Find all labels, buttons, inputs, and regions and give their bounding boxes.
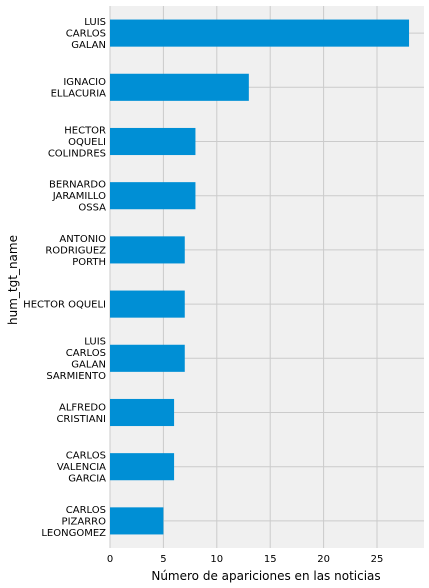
x-tick-labels: 0 5 10 15 20 25 xyxy=(107,554,384,565)
x-tick-label: 5 xyxy=(160,554,166,565)
y-tick-label: ALFREDO CRISTIANI xyxy=(56,402,106,425)
bar xyxy=(110,398,175,427)
bar xyxy=(110,182,196,210)
bar xyxy=(110,73,249,101)
y-tick-label: CARLOS PIZARRO LEONGOMEZ xyxy=(41,505,106,539)
y-tick-label: HECTOR OQUELI xyxy=(23,300,106,311)
y-tick-label: CARLOS VALENCIA GARCIA xyxy=(57,451,106,485)
y-tick-labels: LUIS CARLOS GALAN IGNACIO ELLACURIA HECTOR OQU… xyxy=(23,17,106,539)
bar xyxy=(110,453,175,481)
x-tick-label: 20 xyxy=(317,554,330,565)
bar xyxy=(110,236,185,264)
bars xyxy=(110,19,410,535)
bar xyxy=(110,344,185,372)
x-tick-label: 25 xyxy=(371,554,384,565)
y-tick-label: IGNACIO ELLACURIA xyxy=(51,77,107,100)
y-tick-label: LUIS CARLOS GALAN xyxy=(66,17,106,51)
y-tick-label: LUIS CARLOS GALAN SARMIENTO xyxy=(46,337,106,383)
bar xyxy=(110,19,410,47)
x-tick-label: 15 xyxy=(264,554,277,565)
x-axis-title: Número de apariciones en las noticias xyxy=(151,569,380,583)
x-tick-label: 10 xyxy=(210,554,223,565)
y-tick-label: HECTOR OQUELI COLINDRES xyxy=(48,126,106,160)
bar xyxy=(110,290,185,318)
y-tick-label: BERNARDO JARAMILLO OSSA xyxy=(49,180,106,214)
bar xyxy=(110,127,196,156)
y-tick-label: ANTONIO RODRIGUEZ PORTH xyxy=(45,234,106,268)
bar xyxy=(110,507,164,535)
y-axis-title: hum_tgt_name xyxy=(6,235,20,325)
x-tick-label: 0 xyxy=(107,554,113,565)
